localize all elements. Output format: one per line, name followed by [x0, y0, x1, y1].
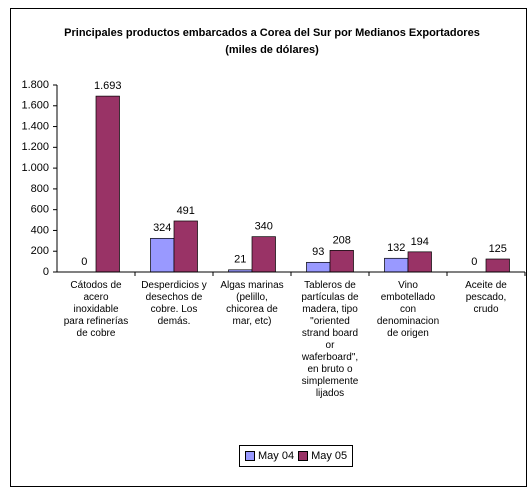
- chart-subtitle: (miles de dólares): [225, 44, 319, 56]
- bar: [329, 250, 354, 273]
- data-label: 93: [312, 246, 324, 258]
- x-tick-label: Algas marinas (pelillo, chicorea de mar,…: [220, 280, 284, 327]
- data-label: 491: [177, 205, 195, 217]
- y-tick-label: 600: [31, 204, 49, 216]
- bar: [306, 261, 331, 273]
- chart-title: Principales productos embarcados a Corea…: [64, 27, 480, 39]
- y-tick-label: 200: [31, 245, 49, 257]
- legend-swatch: [245, 451, 255, 461]
- data-label: 0: [81, 256, 87, 268]
- y-tick-label: 1.600: [21, 100, 49, 112]
- data-label: 0: [471, 256, 477, 268]
- bar: [95, 95, 120, 273]
- legend-item: May 04: [245, 450, 294, 462]
- legend-swatch: [298, 451, 309, 461]
- x-tick-label: Tableros de partículas de madera, tipo "…: [301, 280, 359, 399]
- y-tick-label: 1.800: [21, 79, 49, 91]
- y-tick-label: 400: [31, 224, 49, 236]
- chart-frame: [10, 8, 527, 487]
- bar: [407, 251, 432, 273]
- x-tick-label: Vino embotellado con denominacion de ori…: [376, 280, 440, 339]
- y-tick-label: 1.400: [21, 120, 49, 132]
- legend-item: May 05: [298, 450, 347, 462]
- data-label: 194: [411, 236, 429, 248]
- legend-label: May 04: [258, 450, 295, 462]
- data-label: 340: [255, 221, 273, 233]
- bar: [173, 220, 198, 273]
- y-tick-label: 800: [31, 183, 49, 195]
- bar: [251, 236, 276, 273]
- bar: [150, 237, 175, 273]
- y-tick-label: 0: [43, 266, 49, 278]
- y-tick-label: 1.000: [21, 162, 49, 174]
- y-tick-label: 1.200: [21, 141, 49, 153]
- data-label: 125: [489, 243, 507, 255]
- data-label: 208: [333, 234, 351, 246]
- data-label: 1.693: [94, 80, 122, 92]
- bar: [485, 258, 510, 273]
- x-tick-label: Aceite de pescado, crudo: [465, 280, 507, 315]
- legend-label: May 05: [311, 450, 348, 462]
- data-label: 132: [387, 242, 405, 254]
- data-label: 21: [234, 254, 246, 266]
- x-tick-label: Cátodos de acero inoxidable para refiner…: [63, 280, 129, 339]
- legend: May 04 May 05: [239, 445, 354, 467]
- bar: [384, 257, 409, 273]
- x-tick-label: Desperdicios y desechos de cobre. Los de…: [141, 280, 207, 327]
- data-label: 324: [153, 222, 171, 234]
